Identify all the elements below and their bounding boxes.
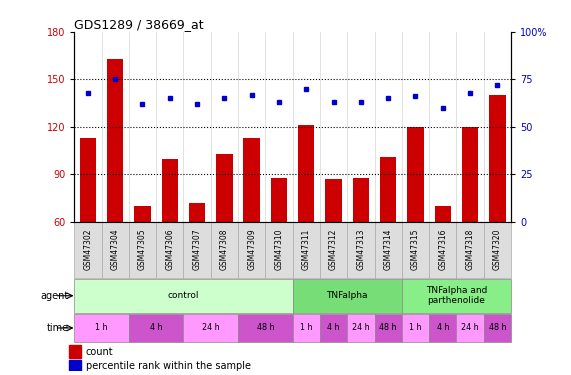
Bar xyxy=(211,222,238,278)
Bar xyxy=(183,222,211,278)
Bar xyxy=(435,206,451,222)
Text: GSM47308: GSM47308 xyxy=(220,229,229,270)
Text: 1 h: 1 h xyxy=(95,324,108,333)
Bar xyxy=(489,95,505,222)
Text: 48 h: 48 h xyxy=(256,324,274,333)
Bar xyxy=(293,314,320,342)
Text: GSM47318: GSM47318 xyxy=(465,229,475,270)
Text: GSM47309: GSM47309 xyxy=(247,229,256,270)
Text: GSM47313: GSM47313 xyxy=(356,229,365,270)
Bar xyxy=(80,138,96,222)
Text: 48 h: 48 h xyxy=(489,324,506,333)
Text: 48 h: 48 h xyxy=(380,324,397,333)
Text: percentile rank within the sample: percentile rank within the sample xyxy=(86,361,251,371)
Bar xyxy=(462,127,478,222)
Bar xyxy=(74,222,102,278)
Text: GDS1289 / 38669_at: GDS1289 / 38669_at xyxy=(74,18,204,31)
Bar xyxy=(375,222,402,278)
Text: control: control xyxy=(168,291,199,300)
Bar xyxy=(298,125,315,222)
Bar xyxy=(347,222,375,278)
Text: 4 h: 4 h xyxy=(150,324,162,333)
Bar xyxy=(74,314,129,342)
Bar xyxy=(69,360,81,373)
Bar xyxy=(156,222,183,278)
Text: GSM47306: GSM47306 xyxy=(165,229,174,270)
Bar xyxy=(293,222,320,278)
Bar xyxy=(325,179,342,222)
Bar xyxy=(320,222,347,278)
Text: 24 h: 24 h xyxy=(202,324,219,333)
Text: GSM47302: GSM47302 xyxy=(83,229,93,270)
Text: agent: agent xyxy=(41,291,69,301)
Text: 24 h: 24 h xyxy=(461,324,479,333)
Bar xyxy=(74,279,292,313)
Bar xyxy=(456,314,484,342)
Text: 1 h: 1 h xyxy=(409,324,422,333)
Bar xyxy=(69,345,81,358)
Bar xyxy=(266,222,292,278)
Text: GSM47304: GSM47304 xyxy=(111,229,120,270)
Text: GSM47314: GSM47314 xyxy=(384,229,393,270)
Bar xyxy=(402,314,429,342)
Bar xyxy=(375,314,402,342)
Text: count: count xyxy=(86,346,113,357)
Text: GSM47311: GSM47311 xyxy=(302,229,311,270)
Text: GSM47315: GSM47315 xyxy=(411,229,420,270)
Text: GSM47307: GSM47307 xyxy=(192,229,202,270)
Bar xyxy=(162,159,178,222)
Bar xyxy=(134,206,151,222)
Text: 4 h: 4 h xyxy=(437,324,449,333)
Text: time: time xyxy=(46,323,69,333)
Text: 1 h: 1 h xyxy=(300,324,312,333)
Bar xyxy=(293,279,402,313)
Text: 24 h: 24 h xyxy=(352,324,369,333)
Bar xyxy=(429,222,456,278)
Bar xyxy=(189,203,206,222)
Text: TNFalpha: TNFalpha xyxy=(327,291,368,300)
Bar xyxy=(347,314,375,342)
Bar xyxy=(484,222,511,278)
Bar xyxy=(102,222,129,278)
Text: GSM47316: GSM47316 xyxy=(439,229,447,270)
Bar xyxy=(129,314,183,342)
Text: GSM47305: GSM47305 xyxy=(138,229,147,270)
Bar xyxy=(129,222,156,278)
Bar xyxy=(429,314,456,342)
Bar xyxy=(243,138,260,222)
Text: GSM47320: GSM47320 xyxy=(493,229,502,270)
Bar xyxy=(107,59,123,222)
Text: 4 h: 4 h xyxy=(327,324,340,333)
Bar xyxy=(407,127,424,222)
Bar xyxy=(320,314,347,342)
Text: GSM47310: GSM47310 xyxy=(275,229,283,270)
Text: GSM47312: GSM47312 xyxy=(329,229,338,270)
Bar xyxy=(238,222,266,278)
Text: TNFalpha and
parthenolide: TNFalpha and parthenolide xyxy=(426,286,487,306)
Bar xyxy=(402,279,511,313)
Bar xyxy=(183,314,238,342)
Bar xyxy=(380,157,396,222)
Bar xyxy=(402,222,429,278)
Bar xyxy=(238,314,292,342)
Bar xyxy=(484,314,511,342)
Bar xyxy=(353,178,369,222)
Bar xyxy=(271,178,287,222)
Bar xyxy=(456,222,484,278)
Bar xyxy=(216,154,232,222)
